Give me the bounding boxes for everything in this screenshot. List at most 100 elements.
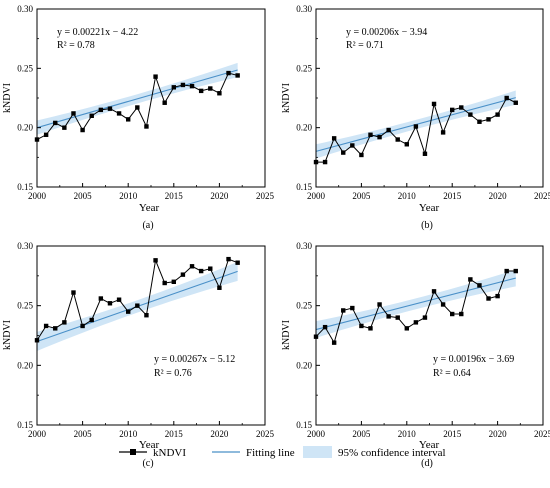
panel-b-equation: y = 0.00206x − 3.94 bbox=[346, 27, 427, 38]
panel-d-ytick-label: 0.30 bbox=[296, 241, 312, 251]
panel-d-point-2012 bbox=[422, 315, 428, 320]
panel-a-point-2010 bbox=[126, 117, 131, 122]
panel-d-point-2006 bbox=[368, 326, 373, 331]
panel-b: 2000 2005 2010 2015 2020 2025 0.15 0.20 0.25 0.30… bbox=[281, 4, 550, 231]
panel-a-xtick-label: 2020 bbox=[210, 191, 229, 201]
panel-d-ytick-label: 0.15 bbox=[296, 420, 312, 430]
panel-c-xtick-label: 2005 bbox=[74, 429, 93, 439]
panel-c-ytick-label: 0.25 bbox=[17, 301, 33, 311]
panel-c-xlabel: Year bbox=[139, 439, 160, 451]
panel-b-point-2019 bbox=[486, 117, 491, 122]
panel-c-equation: y = 0.00267x − 5.12 bbox=[154, 354, 235, 365]
panel-a-point-2001 bbox=[43, 132, 49, 137]
panel-b-ytick-label: 0.25 bbox=[296, 63, 312, 73]
panel-a-point-2018 bbox=[198, 88, 204, 94]
panel-d-xtick-label: 2015 bbox=[443, 429, 462, 439]
panel-a-point-2013 bbox=[153, 74, 158, 79]
panel-d-fit-line bbox=[315, 277, 516, 331]
legend-kndvi-marker bbox=[130, 449, 136, 455]
panel-b-point-2006 bbox=[368, 132, 373, 137]
panel-b-point-2020 bbox=[495, 112, 500, 117]
panel-c-xtick-label: 2020 bbox=[210, 429, 229, 439]
panel-a-xtick-label: 2025 bbox=[256, 191, 275, 201]
panel-b-point-2016 bbox=[459, 105, 464, 110]
panel-c-point-2016 bbox=[180, 272, 186, 277]
panel-d-equation: y = 0.00196x − 3.69 bbox=[433, 354, 514, 365]
panel-a-point-2007 bbox=[98, 107, 104, 113]
panel-a-point-2017 bbox=[189, 83, 195, 89]
panel-d-ytick-label: 0.25 bbox=[296, 301, 312, 311]
panel-b-point-2008 bbox=[386, 127, 391, 133]
panel-b-xtick-label: 2025 bbox=[534, 191, 550, 201]
panel-a-equation: y = 0.00221x − 4.22 bbox=[57, 27, 138, 38]
panel-d-point-2002 bbox=[331, 340, 337, 345]
panel-c-point-2019 bbox=[208, 266, 213, 271]
panel-c-label: (c) bbox=[142, 458, 153, 469]
panel-b-point-2014 bbox=[440, 130, 446, 135]
panel-a-xtick-label: 2010 bbox=[119, 191, 138, 201]
panel-d-point-2003 bbox=[341, 308, 346, 313]
panel-a-point-2011 bbox=[135, 105, 140, 110]
panel-a-point-2002 bbox=[53, 120, 58, 126]
panel-d-r2: R² = 0.64 bbox=[433, 368, 471, 379]
panel-b-point-2001 bbox=[322, 159, 328, 165]
panel-d-point-2016 bbox=[459, 311, 464, 317]
panel-c-ylabel: kNDVI bbox=[2, 320, 13, 350]
panel-b-ytick-label: 0.30 bbox=[296, 4, 312, 14]
panel-a-xtick-label: 2005 bbox=[74, 191, 93, 201]
panel-d-point-2011 bbox=[413, 320, 419, 325]
panel-c-xtick-label: 2000 bbox=[28, 429, 47, 439]
panel-d-ylabel: kNDVI bbox=[281, 320, 292, 350]
panel-d-point-2014 bbox=[440, 302, 446, 307]
panel-d-point-2009 bbox=[395, 315, 400, 320]
panel-a-ytick-label: 0.25 bbox=[17, 63, 33, 73]
panel-d-xtick-label: 2020 bbox=[489, 429, 508, 439]
panel-c-point-2009 bbox=[116, 297, 122, 302]
panel-a: 2000 2005 2010 2015 2020 2025 0.15 0.20 0.25 0.30… bbox=[2, 4, 275, 231]
panel-a-point-2020 bbox=[217, 91, 222, 96]
panel-a-ytick-label: 0.20 bbox=[17, 123, 33, 133]
panel-c-point-2014 bbox=[162, 280, 167, 286]
panel-d-xlabel: Year bbox=[419, 439, 440, 451]
panel-a-xlabel: Year bbox=[139, 202, 160, 214]
panel-a-xtick-label: 2015 bbox=[165, 191, 184, 201]
panel-d-point-2005 bbox=[359, 323, 364, 329]
panel-a-point-2016 bbox=[180, 82, 186, 88]
panel-b-point-2013 bbox=[431, 101, 437, 107]
panel-d-ytick-label: 0.20 bbox=[296, 360, 312, 370]
panel-c-ytick-label: 0.20 bbox=[17, 360, 33, 370]
panel-a-point-2008 bbox=[107, 106, 113, 111]
panel-b-point-2015 bbox=[450, 107, 455, 113]
panel-b-ytick-label: 0.20 bbox=[296, 123, 312, 133]
panel-d-point-2021 bbox=[504, 268, 509, 274]
panel-c-point-2018 bbox=[198, 268, 204, 274]
panel-b-point-2004 bbox=[350, 143, 355, 148]
legend-kndvi-label: kNDVI bbox=[153, 447, 186, 459]
panel-c-xtick-label: 2015 bbox=[165, 429, 184, 439]
panel-c-point-2010 bbox=[126, 309, 131, 314]
panel-b-point-2010 bbox=[404, 142, 409, 147]
panel-b-point-2009 bbox=[395, 137, 400, 142]
panel-c-point-2005 bbox=[80, 323, 85, 329]
panel-b-point-2022 bbox=[513, 100, 518, 105]
panel-b-xtick-label: 2020 bbox=[489, 191, 508, 201]
panel-b-ylabel: kNDVI bbox=[281, 83, 292, 113]
panel-d-point-2022 bbox=[513, 268, 518, 274]
panel-c-point-2003 bbox=[62, 320, 67, 325]
panel-b-point-2018 bbox=[477, 119, 482, 124]
panel-c-point-2020 bbox=[217, 285, 222, 290]
legend-fit-label: Fitting line bbox=[246, 447, 295, 459]
panel-d-point-2001 bbox=[322, 324, 328, 330]
panel-a-point-2004 bbox=[71, 111, 76, 116]
panel-c-ytick-label: 0.15 bbox=[17, 420, 33, 430]
panel-a-point-2021 bbox=[226, 70, 231, 76]
panel-c-point-2004 bbox=[71, 290, 76, 295]
panel-b-point-2007 bbox=[377, 134, 382, 140]
panel-c-point-2012 bbox=[144, 313, 149, 318]
panel-b-point-2017 bbox=[468, 112, 473, 117]
panel-d-point-2010 bbox=[404, 326, 409, 331]
panel-c: 2000 2005 2010 2015 2020 2025 0.15 0.20 0.25 0.30… bbox=[2, 241, 275, 469]
panel-a-point-2022 bbox=[235, 73, 240, 78]
panel-b-point-2005 bbox=[359, 152, 364, 158]
panel-b-point-2002 bbox=[331, 136, 337, 141]
